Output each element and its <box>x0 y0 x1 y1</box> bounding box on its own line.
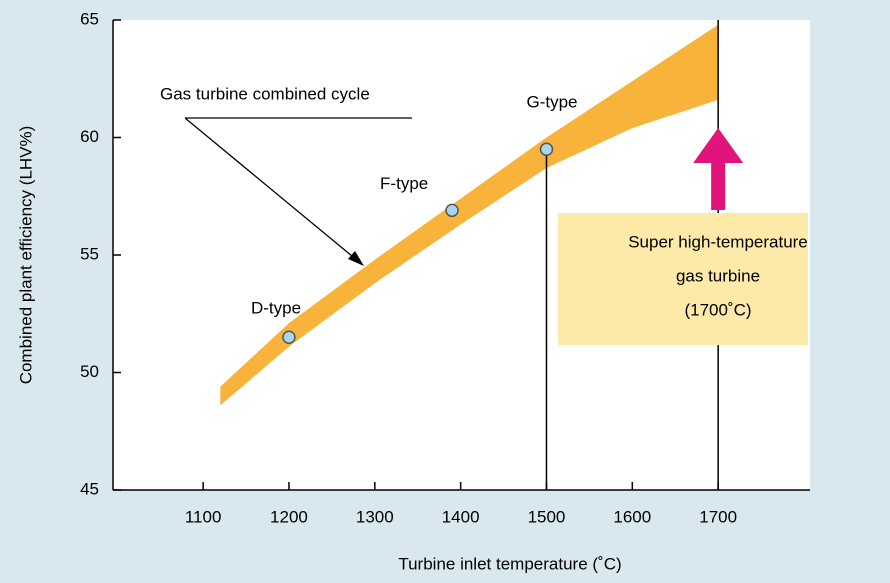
x-tick-label: 1300 <box>356 507 394 526</box>
y-axis-label: Combined plant efficiency (LHV%) <box>16 126 35 385</box>
marks <box>220 20 808 490</box>
annotation-text: (1700˚C) <box>684 300 751 319</box>
design-point <box>282 330 296 344</box>
annotation-box <box>558 213 808 345</box>
y-tick-label: 50 <box>80 362 99 381</box>
callout-arrowhead <box>348 251 364 266</box>
arrow-head <box>693 128 744 163</box>
x-tick-label: 1100 <box>185 507 222 526</box>
point-label: F-type <box>380 174 428 193</box>
point-label: D-type <box>251 299 301 318</box>
x-axis-label: Turbine inlet temperature (˚C) <box>398 554 621 573</box>
x-tick-label: 1600 <box>613 507 651 526</box>
x-tick-label: 1700 <box>699 507 737 526</box>
band-label: Gas turbine combined cycle <box>160 84 370 103</box>
y-tick-label: 55 <box>80 244 99 263</box>
arrow-shaft <box>711 160 726 210</box>
y-tick-label: 45 <box>80 479 99 498</box>
design-point <box>539 142 554 156</box>
x-tick-label: 1500 <box>528 507 566 526</box>
y-tick-label: 60 <box>80 127 99 146</box>
x-tick-label: 1200 <box>270 507 308 526</box>
x-tick-label: 1400 <box>442 507 480 526</box>
callout-line <box>184 117 359 262</box>
efficiency-band <box>220 24 719 406</box>
design-point <box>445 203 459 218</box>
callout <box>184 117 412 266</box>
annotation-text: Super high-temperature <box>628 232 808 251</box>
annotation-text: gas turbine <box>676 266 760 285</box>
y-tick-label: 65 <box>80 9 99 28</box>
point-label: G-type <box>526 93 577 112</box>
